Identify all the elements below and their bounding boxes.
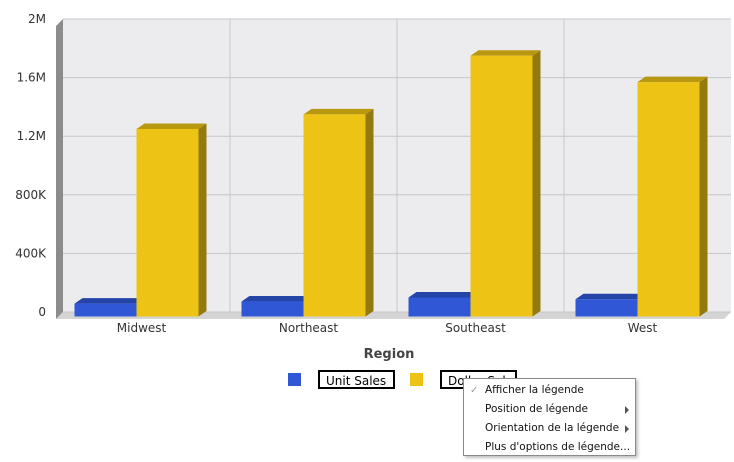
menu-item-legend-orientation[interactable]: Orientation de la légende: [464, 419, 635, 438]
menu-item-more-legend-options[interactable]: Plus d'options de légende...: [464, 438, 635, 457]
x-tick-label: Northeast: [279, 321, 339, 335]
y-tick-label: 2M: [28, 12, 46, 26]
bar-side: [699, 76, 708, 317]
submenu-arrow-icon: [625, 425, 629, 433]
y-tick-label: 800K: [15, 188, 47, 202]
menu-item-legend-position[interactable]: Position de légende: [464, 400, 635, 419]
x-tick-label: Midwest: [117, 321, 167, 335]
y-tick-label: 400K: [15, 246, 47, 260]
menu-item-show-legend[interactable]: ✓ Afficher la légende: [464, 381, 635, 400]
bar: [575, 299, 638, 317]
x-tick-label: Southeast: [445, 321, 506, 335]
bar-top: [408, 291, 479, 298]
left-wall: [56, 19, 63, 319]
legend-swatch-dollar-sales: [410, 373, 423, 386]
bar-top: [136, 123, 207, 129]
legend-swatch-unit-sales: [288, 373, 301, 386]
menu-item-label: Plus d'options de légende...: [485, 441, 631, 453]
legend-label-unit-sales[interactable]: Unit Sales: [318, 370, 395, 389]
y-tick-label: 1.6M: [17, 71, 46, 85]
bar-top: [74, 298, 145, 304]
y-tick-label: 1.2M: [17, 129, 46, 143]
bar: [470, 55, 533, 317]
x-axis-title: Region: [364, 347, 415, 362]
bar-top: [303, 108, 374, 115]
bar-side: [365, 108, 374, 317]
checkmark-icon: ✓: [470, 385, 479, 396]
bar-top: [637, 76, 708, 83]
bar-top: [575, 293, 646, 300]
x-tick-label: West: [628, 321, 658, 335]
bar-side: [532, 50, 541, 317]
bar: [74, 303, 137, 317]
bar: [136, 128, 199, 317]
menu-item-label: Afficher la légende: [485, 384, 584, 396]
submenu-arrow-icon: [625, 406, 629, 414]
bar: [241, 301, 304, 317]
bar-top: [241, 296, 312, 302]
bar-side: [198, 123, 207, 317]
legend-context-menu: ✓ Afficher la légende Position de légend…: [463, 378, 636, 456]
bar: [637, 82, 700, 317]
menu-item-label: Position de légende: [485, 403, 588, 415]
bar: [303, 114, 366, 317]
bar: [408, 297, 471, 317]
floor: [56, 312, 731, 319]
y-tick-label: 0: [38, 305, 46, 319]
menu-item-label: Orientation de la légende: [485, 422, 620, 434]
bar-top: [470, 50, 541, 56]
